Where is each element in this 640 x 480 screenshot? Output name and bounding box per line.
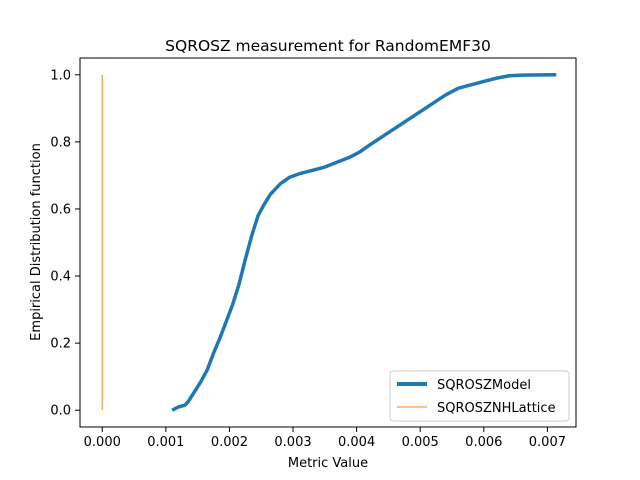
x-tick-label: 0.002 <box>211 435 248 450</box>
legend: SQROSZModel SQROSZNHLattice <box>389 370 570 422</box>
chart-title: SQROSZ measurement for RandomEMF30 <box>165 37 491 55</box>
x-tick-label: 0.006 <box>465 435 502 450</box>
y-tick-label: 1.0 <box>50 68 71 83</box>
y-tick-label: 0.2 <box>50 337 71 352</box>
legend-label-sqroszmodel: SQROSZModel <box>437 378 531 393</box>
y-tick-label: 0.0 <box>50 404 71 419</box>
x-tick-label: 0.007 <box>529 435 566 450</box>
x-tick-label: 0.004 <box>338 435 375 450</box>
x-tick-label: 0.003 <box>274 435 311 450</box>
y-tick-label: 0.8 <box>50 135 71 150</box>
series-layer <box>101 73 557 412</box>
y-tick-label: 0.6 <box>50 202 71 217</box>
x-tick-label: 0.005 <box>402 435 439 450</box>
y-axis: 0.0 0.2 0.4 0.6 0.8 1.0 <box>50 68 80 419</box>
plot-area <box>79 57 577 428</box>
legend-box <box>389 370 570 422</box>
x-axis: 0.000 0.001 0.002 0.003 0.004 0.005 0.006 0.007 <box>84 427 566 450</box>
legend-label-sqrosznhlattice: SQROSZNHLattice <box>437 401 556 416</box>
x-axis-title: Metric Value <box>288 456 368 471</box>
plot-frame <box>79 57 577 428</box>
x-tick-label: 0.000 <box>84 435 121 450</box>
x-tick-label: 0.001 <box>147 435 184 450</box>
y-axis-title: Empirical Distribution function <box>29 143 44 341</box>
series-line-sqroszmodel <box>171 73 557 412</box>
y-tick-label: 0.4 <box>50 270 71 285</box>
